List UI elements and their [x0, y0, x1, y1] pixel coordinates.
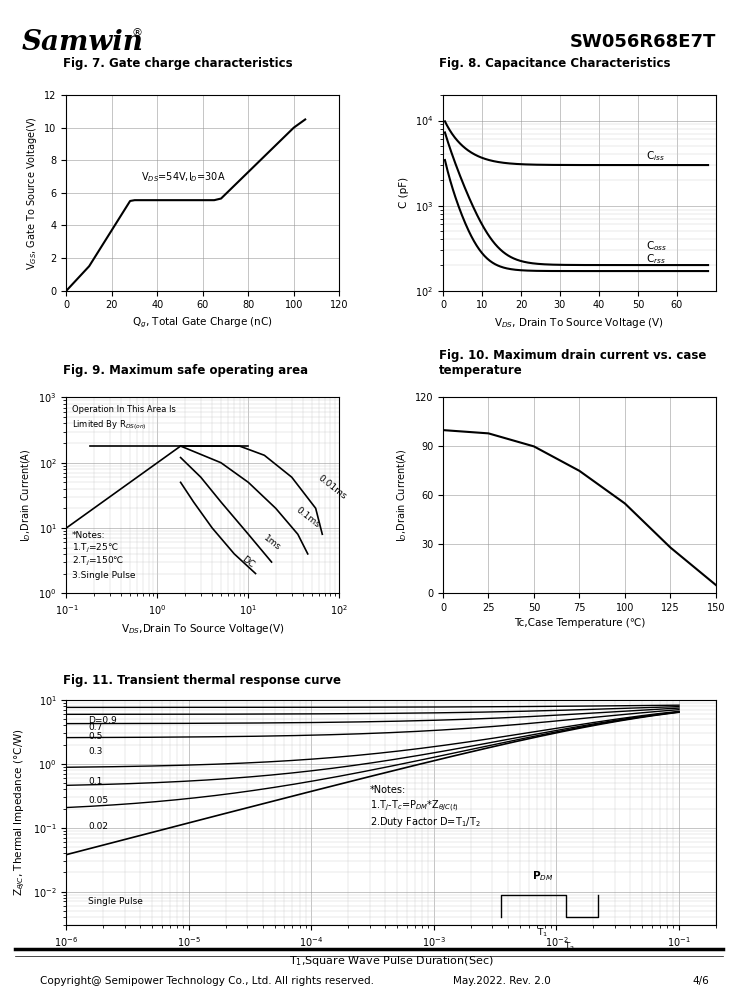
- Text: Fig. 8. Capacitance Characteristics: Fig. 8. Capacitance Characteristics: [439, 57, 671, 70]
- Y-axis label: I$_D$,Drain Current(A): I$_D$,Drain Current(A): [19, 449, 32, 542]
- Text: 1.T$_j$-T$_c$=P$_{DM}$*Z$_{\theta JC(t)}$: 1.T$_j$-T$_c$=P$_{DM}$*Z$_{\theta JC(t)}…: [370, 798, 458, 814]
- Text: 0.01ms: 0.01ms: [316, 473, 348, 501]
- Text: 4/6: 4/6: [693, 976, 709, 986]
- X-axis label: Q$_{g}$, Total Gate Charge (nC): Q$_{g}$, Total Gate Charge (nC): [132, 316, 273, 330]
- Text: *Notes:: *Notes:: [72, 531, 106, 540]
- Text: *Notes:: *Notes:: [370, 785, 406, 795]
- X-axis label: T$_1$,Square Wave Pulse Duration(Sec): T$_1$,Square Wave Pulse Duration(Sec): [289, 954, 494, 968]
- Text: C$_{iss}$: C$_{iss}$: [646, 149, 664, 163]
- Text: 2.Duty Factor D=T$_1$/T$_2$: 2.Duty Factor D=T$_1$/T$_2$: [370, 815, 480, 829]
- X-axis label: Tc,Case Temperature (℃): Tc,Case Temperature (℃): [514, 618, 645, 628]
- Text: D=0.9: D=0.9: [88, 716, 117, 725]
- Text: C$_{oss}$: C$_{oss}$: [646, 239, 667, 253]
- Text: T$_2$: T$_2$: [564, 941, 575, 953]
- X-axis label: V$_{DS}$,Drain To Source Voltage(V): V$_{DS}$,Drain To Source Voltage(V): [121, 622, 285, 636]
- Y-axis label: Z$_{\theta JC}$, Thermal Impedance (°C/W): Z$_{\theta JC}$, Thermal Impedance (°C/W…: [13, 729, 27, 896]
- Text: Fig. 10. Maximum drain current vs. case
temperature: Fig. 10. Maximum drain current vs. case …: [439, 349, 707, 377]
- Text: Samwin: Samwin: [22, 28, 144, 55]
- Text: 0.02: 0.02: [88, 822, 108, 831]
- Text: P$_{DM}$: P$_{DM}$: [532, 869, 554, 883]
- Text: Fig. 11. Transient thermal response curve: Fig. 11. Transient thermal response curv…: [63, 674, 341, 687]
- Text: 0.7: 0.7: [88, 723, 103, 732]
- Y-axis label: C (pF): C (pF): [399, 177, 410, 208]
- Y-axis label: I$_D$,Drain Current(A): I$_D$,Drain Current(A): [396, 449, 409, 542]
- Text: 0.1: 0.1: [88, 777, 103, 786]
- Text: May.2022. Rev. 2.0: May.2022. Rev. 2.0: [453, 976, 551, 986]
- Text: 2.T$_j$=150℃: 2.T$_j$=150℃: [72, 555, 124, 568]
- X-axis label: V$_{DS}$, Drain To Source Voltage (V): V$_{DS}$, Drain To Source Voltage (V): [494, 316, 664, 330]
- Text: Copyright@ Semipower Technology Co., Ltd. All rights reserved.: Copyright@ Semipower Technology Co., Ltd…: [40, 976, 373, 986]
- Text: 0.05: 0.05: [88, 796, 108, 805]
- Text: 0.3: 0.3: [88, 747, 103, 756]
- Text: Operation In This Area Is
Limited By R$_{DS(on)}$: Operation In This Area Is Limited By R$_…: [72, 405, 176, 432]
- Text: V$_{DS}$=54V,I$_D$=30A: V$_{DS}$=54V,I$_D$=30A: [142, 170, 226, 184]
- Text: 1ms: 1ms: [262, 534, 282, 553]
- Text: ®: ®: [131, 28, 142, 38]
- Text: DC: DC: [240, 554, 255, 569]
- Text: Fig. 9. Maximum safe operating area: Fig. 9. Maximum safe operating area: [63, 364, 308, 377]
- Text: 0.5: 0.5: [88, 732, 103, 741]
- Text: SW056R68E7T: SW056R68E7T: [570, 33, 716, 51]
- Text: Fig. 7. Gate charge characteristics: Fig. 7. Gate charge characteristics: [63, 57, 292, 70]
- Text: 1.T$_j$=25℃: 1.T$_j$=25℃: [72, 542, 119, 555]
- Y-axis label: V$_{GS}$, Gate To Source Voltage(V): V$_{GS}$, Gate To Source Voltage(V): [25, 116, 39, 270]
- Text: 3.Single Pulse: 3.Single Pulse: [72, 571, 136, 580]
- Text: 0.1ms: 0.1ms: [294, 506, 322, 530]
- Text: T$_1$: T$_1$: [537, 926, 548, 939]
- Text: Single Pulse: Single Pulse: [88, 897, 143, 906]
- Text: C$_{rss}$: C$_{rss}$: [646, 252, 666, 266]
